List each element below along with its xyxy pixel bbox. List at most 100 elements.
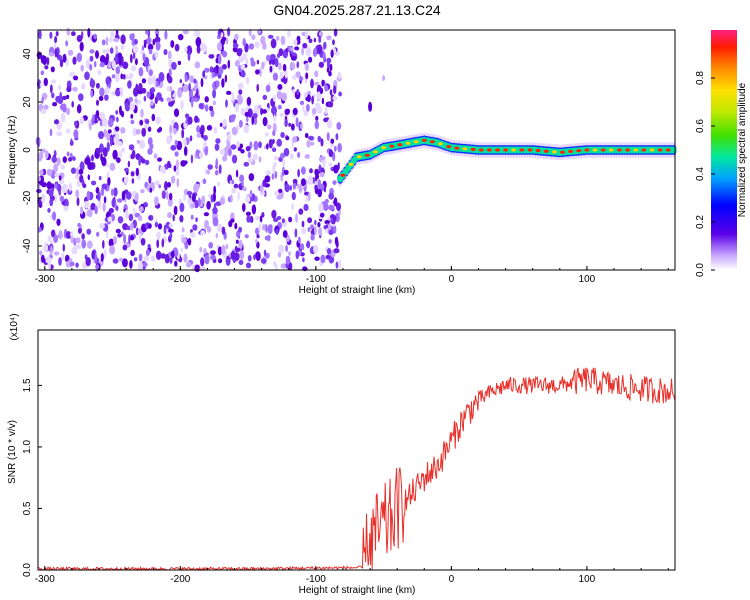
noise-blob [51, 79, 56, 84]
noise-blob [288, 251, 291, 256]
noise-blob [332, 39, 335, 46]
noise-blob [105, 162, 109, 168]
noise-blob [72, 86, 78, 92]
noise-blob [99, 55, 106, 64]
noise-blob [208, 242, 214, 249]
noise-blob [75, 237, 81, 244]
noise-blob [280, 35, 286, 46]
noise-blob [199, 127, 203, 135]
noise-blob [109, 162, 116, 171]
noise-blob [125, 225, 131, 231]
noise-blob [271, 106, 277, 115]
noise-blob [260, 258, 267, 264]
noise-blob [326, 132, 330, 141]
noise-blob [183, 84, 189, 92]
x-tick-label: -300 [35, 274, 55, 285]
noise-blob [175, 166, 180, 176]
noise-blob [226, 90, 232, 95]
noise-blob [200, 77, 204, 88]
noise-blob [36, 188, 42, 194]
noise-blob [290, 62, 296, 70]
noise-blob [314, 81, 320, 86]
noise-blob [322, 51, 326, 61]
noise-blob [109, 47, 114, 54]
noise-blob [86, 228, 92, 235]
noise-blob [146, 36, 152, 45]
noise-blob [267, 234, 271, 242]
noise-blob [141, 262, 148, 267]
noise-blob [318, 31, 324, 37]
noise-blob [115, 205, 119, 211]
noise-blob [73, 129, 79, 139]
noise-blob [147, 76, 153, 85]
noise-blob [210, 254, 216, 261]
noise-blob [181, 128, 185, 139]
noise-blob [104, 86, 110, 96]
noise-blob [38, 29, 42, 40]
noise-blob [46, 168, 53, 176]
noise-blob [76, 167, 79, 176]
noise-blob [38, 250, 43, 256]
noise-blob [328, 192, 335, 200]
noise-blob [78, 93, 84, 102]
noise-blob [328, 229, 334, 236]
noise-blob [269, 65, 273, 73]
noise-blob [77, 227, 82, 234]
noise-blob [266, 143, 269, 150]
noise-blob [76, 197, 80, 206]
noise-blob [333, 248, 340, 254]
noise-blob [147, 148, 153, 155]
noise-blob [118, 56, 122, 66]
noise-blob [102, 147, 108, 158]
noise-blob [148, 223, 152, 229]
noise-blob [150, 100, 154, 106]
noise-blob [159, 165, 166, 173]
noise-blob [142, 53, 146, 61]
noise-blob [179, 79, 182, 84]
noise-blob [193, 84, 197, 93]
noise-blob [319, 212, 325, 218]
noise-blob [274, 263, 278, 271]
noise-blob [130, 171, 135, 177]
noise-blob [194, 115, 199, 123]
noise-blob [300, 178, 306, 187]
noise-blob [153, 153, 158, 159]
noise-blob [95, 99, 100, 106]
noise-blob [115, 228, 121, 234]
noise-blob [282, 159, 286, 167]
noise-blob [101, 49, 108, 54]
noise-blob [109, 136, 113, 147]
noise-blob [317, 222, 321, 228]
noise-blob [264, 175, 270, 183]
noise-blob [181, 237, 187, 244]
noise-blob [267, 224, 273, 235]
noise-blob [54, 172, 60, 178]
noise-blob [179, 202, 185, 213]
noise-blob [221, 64, 227, 70]
noise-blob [107, 216, 113, 222]
noise-blob [139, 119, 144, 126]
noise-blob [62, 53, 67, 63]
noise-blob [323, 186, 327, 193]
noise-blob [251, 34, 256, 40]
noise-blob [301, 47, 304, 56]
noise-blob [290, 47, 294, 52]
noise-blob [254, 41, 260, 48]
noise-blob [314, 219, 317, 226]
noise-blob [66, 128, 71, 134]
noise-blob [217, 54, 222, 65]
noise-blob [67, 49, 74, 56]
noise-blob [144, 159, 150, 166]
noise-blob [234, 252, 240, 261]
noise-blob [305, 196, 309, 202]
noise-blob [98, 95, 104, 102]
noise-blob [326, 118, 333, 129]
noise-blob [46, 181, 52, 190]
noise-blob [132, 207, 136, 215]
noise-blob [281, 166, 285, 177]
noise-blob [213, 126, 218, 134]
noise-blob [120, 44, 125, 50]
noise-blob [120, 34, 126, 45]
noise-blob [273, 156, 280, 161]
noise-blob [99, 112, 106, 120]
